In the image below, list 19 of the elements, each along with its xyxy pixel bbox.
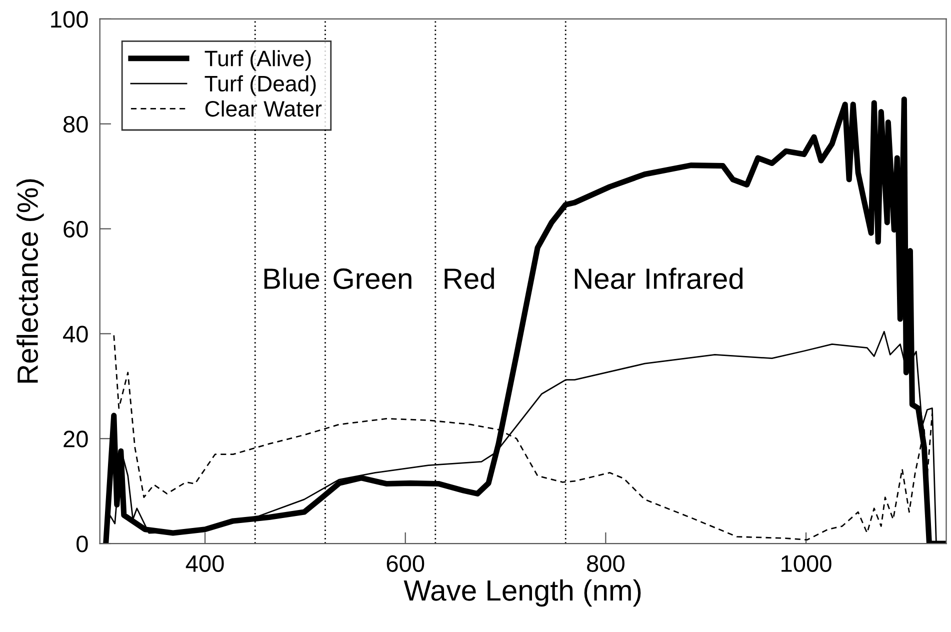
legend-label: Turf (Alive) bbox=[204, 50, 311, 71]
legend-label: Clear Water bbox=[205, 100, 322, 117]
ref-line-label: Near Infrared bbox=[574, 268, 743, 290]
ref-line-label: Blue bbox=[264, 268, 320, 290]
y-tick-label: 60 bbox=[64, 220, 88, 238]
ref-line-label: Red bbox=[444, 268, 494, 290]
y-tick-label: 40 bbox=[63, 326, 88, 342]
y-axis-title: Reflectance (%) bbox=[16, 179, 44, 383]
ref-line-label: Green bbox=[334, 268, 412, 290]
x-tick-label: 600 bbox=[386, 555, 424, 572]
y-tick-label: 0 bbox=[76, 536, 88, 552]
x-axis-title: Wave Length (nm) bbox=[404, 579, 641, 607]
y-tick-label: 20 bbox=[64, 430, 88, 448]
x-tick-label: 400 bbox=[186, 555, 224, 572]
y-tick-label: 100 bbox=[51, 11, 88, 28]
y-tick-label: 80 bbox=[64, 116, 88, 133]
x-tick-label: 800 bbox=[587, 555, 624, 572]
legend-label: Turf (Dead) bbox=[204, 75, 316, 96]
x-tick-label: 1000 bbox=[782, 555, 832, 572]
